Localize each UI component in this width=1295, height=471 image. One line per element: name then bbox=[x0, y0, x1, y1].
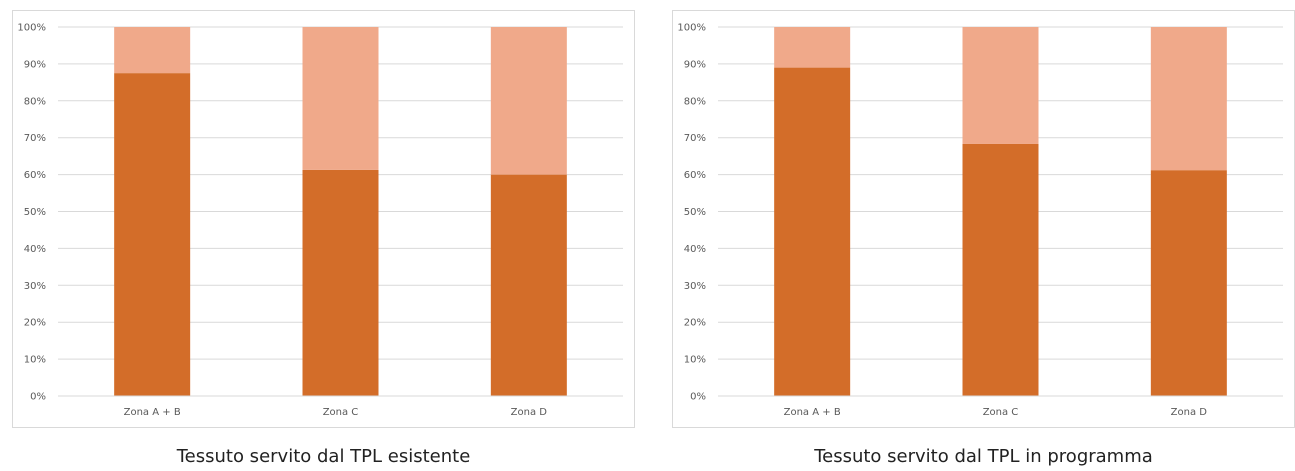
y-tick-label: 80% bbox=[24, 96, 46, 107]
chart-existing: 0% 10% 20% 30% 40% 50% 60% 70% 80% 90% 100% Zona A … bbox=[17, 23, 623, 418]
bar-segment-secondary bbox=[490, 27, 567, 175]
y-tick-label: 70% bbox=[684, 133, 706, 144]
y-tick-label: 50% bbox=[684, 207, 706, 218]
y-tick-label: 80% bbox=[684, 96, 706, 107]
bar-segment-secondary bbox=[114, 27, 191, 74]
chart-panel-existing: 0% 10% 20% 30% 40% 50% 60% 70% 80% 90% 100% Zona A … bbox=[12, 10, 635, 428]
x-tick-label: Zona A + B bbox=[124, 407, 181, 418]
x-tick-label: Zona D bbox=[511, 407, 548, 418]
bar-segment-secondary bbox=[774, 27, 851, 68]
y-tick-label: 50% bbox=[24, 207, 46, 218]
y-tick-label: 10% bbox=[24, 355, 46, 366]
y-tick-label: 60% bbox=[24, 170, 46, 181]
chart-caption-planned: Tessuto servito dal TPL in programma bbox=[814, 446, 1153, 467]
y-tick-label: 10% bbox=[684, 355, 706, 366]
bar-segment-primary bbox=[114, 73, 191, 396]
y-tick-label: 20% bbox=[684, 318, 706, 329]
bar-segment-primary bbox=[774, 67, 851, 396]
y-tick-label: 30% bbox=[684, 281, 706, 292]
y-tick-label: 70% bbox=[24, 133, 46, 144]
y-tick-label: 90% bbox=[24, 59, 46, 70]
y-tick-label: 40% bbox=[684, 244, 706, 255]
y-tick-label: 60% bbox=[684, 170, 706, 181]
y-tick-label: 20% bbox=[24, 318, 46, 329]
x-tick-label: Zona A + B bbox=[784, 407, 841, 418]
bar-segment-secondary bbox=[962, 27, 1039, 144]
y-tick-label: 90% bbox=[684, 59, 706, 70]
chart-panel-planned: 0% 10% 20% 30% 40% 50% 60% 70% 80% 90% 100% Zona A … bbox=[672, 10, 1295, 428]
bar-segment-primary bbox=[1150, 170, 1227, 396]
y-tick-label: 40% bbox=[24, 244, 46, 255]
y-tick-label: 30% bbox=[24, 281, 46, 292]
chart-planned: 0% 10% 20% 30% 40% 50% 60% 70% 80% 90% 100% Zona A … bbox=[677, 23, 1283, 418]
y-tick-label: 0% bbox=[690, 392, 706, 403]
y-tick-label: 100% bbox=[17, 23, 46, 34]
bar-segment-primary bbox=[490, 174, 567, 396]
y-tick-label: 0% bbox=[30, 392, 46, 403]
bar-segment-secondary bbox=[1150, 27, 1227, 171]
chart-caption-existing: Tessuto servito dal TPL esistente bbox=[176, 446, 471, 467]
x-tick-label: Zona C bbox=[983, 407, 1019, 418]
x-tick-label: Zona C bbox=[323, 407, 359, 418]
bar-segment-primary bbox=[962, 143, 1039, 396]
bar-segment-primary bbox=[302, 169, 379, 396]
bar-segment-secondary bbox=[302, 27, 379, 170]
x-tick-label: Zona D bbox=[1171, 407, 1208, 418]
y-tick-label: 100% bbox=[677, 23, 706, 34]
